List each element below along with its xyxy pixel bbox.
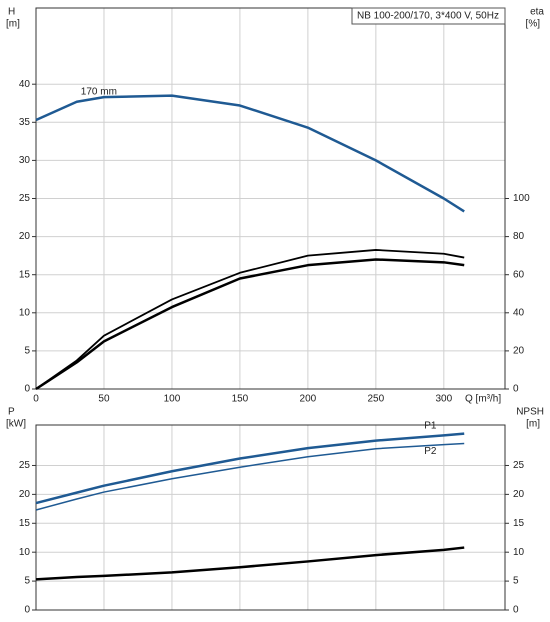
y2-tick-label: 80 [513,231,525,242]
y-tick-label: 5 [24,346,30,357]
plot-frame [35,7,506,390]
y-tick-label: 10 [19,547,31,558]
y2-tick-label: 40 [513,307,525,318]
curve [35,94,465,213]
y2-axis-unit: [m] [526,419,540,430]
y-tick-label: 5 [24,576,30,587]
y-axis-label: H [8,7,15,18]
y2-tick-label: 0 [513,384,519,395]
y-axis-unit: [m] [6,19,20,30]
y-tick-label: 25 [19,193,31,204]
title-box [351,7,506,25]
y-tick-label: 35 [19,117,31,128]
y2-axis-unit: [%] [526,19,541,30]
x-tick-label: 100 [164,394,181,405]
series-label: 170 mm [81,86,117,97]
y2-tick-label: 10 [513,547,525,558]
curve [35,432,465,505]
y2-tick-label: 20 [513,489,525,500]
x-tick-label: 150 [232,394,249,405]
y2-axis-label: NPSH [516,407,544,418]
y-tick-label: 25 [19,460,31,471]
x-axis-label: Q [m³/h] [465,394,501,405]
y2-tick-label: 15 [513,518,525,529]
plot-frame [35,424,506,611]
curve [35,258,465,391]
y2-tick-label: 5 [513,576,519,587]
curve [35,249,465,390]
y2-axis-label: eta [530,7,544,18]
y2-tick-label: 0 [513,605,519,616]
x-tick-label: 50 [98,394,110,405]
series-label: P1 [424,420,437,431]
y-axis-label: P [8,407,15,418]
curve [35,546,465,581]
chart-title: NB 100-200/170, 3*400 V, 50Hz [357,11,499,22]
y2-tick-label: 20 [513,346,525,357]
y-tick-label: 0 [24,384,30,395]
y-tick-label: 40 [19,79,31,90]
y2-tick-label: 100 [513,193,530,204]
x-tick-label: 300 [435,394,452,405]
y2-tick-label: 25 [513,460,525,471]
curve [35,442,465,511]
y2-tick-label: 60 [513,269,525,280]
x-tick-label: 0 [33,394,39,405]
y-tick-label: 15 [19,518,31,529]
y-tick-label: 0 [24,605,30,616]
y-tick-label: 20 [19,489,31,500]
y-tick-label: 30 [19,155,31,166]
y-tick-label: 10 [19,307,31,318]
y-tick-label: 15 [19,269,31,280]
x-tick-label: 250 [368,394,385,405]
y-tick-label: 20 [19,231,31,242]
x-tick-label: 200 [300,394,317,405]
y-axis-unit: [kW] [6,419,26,430]
series-label: P2 [424,446,437,457]
